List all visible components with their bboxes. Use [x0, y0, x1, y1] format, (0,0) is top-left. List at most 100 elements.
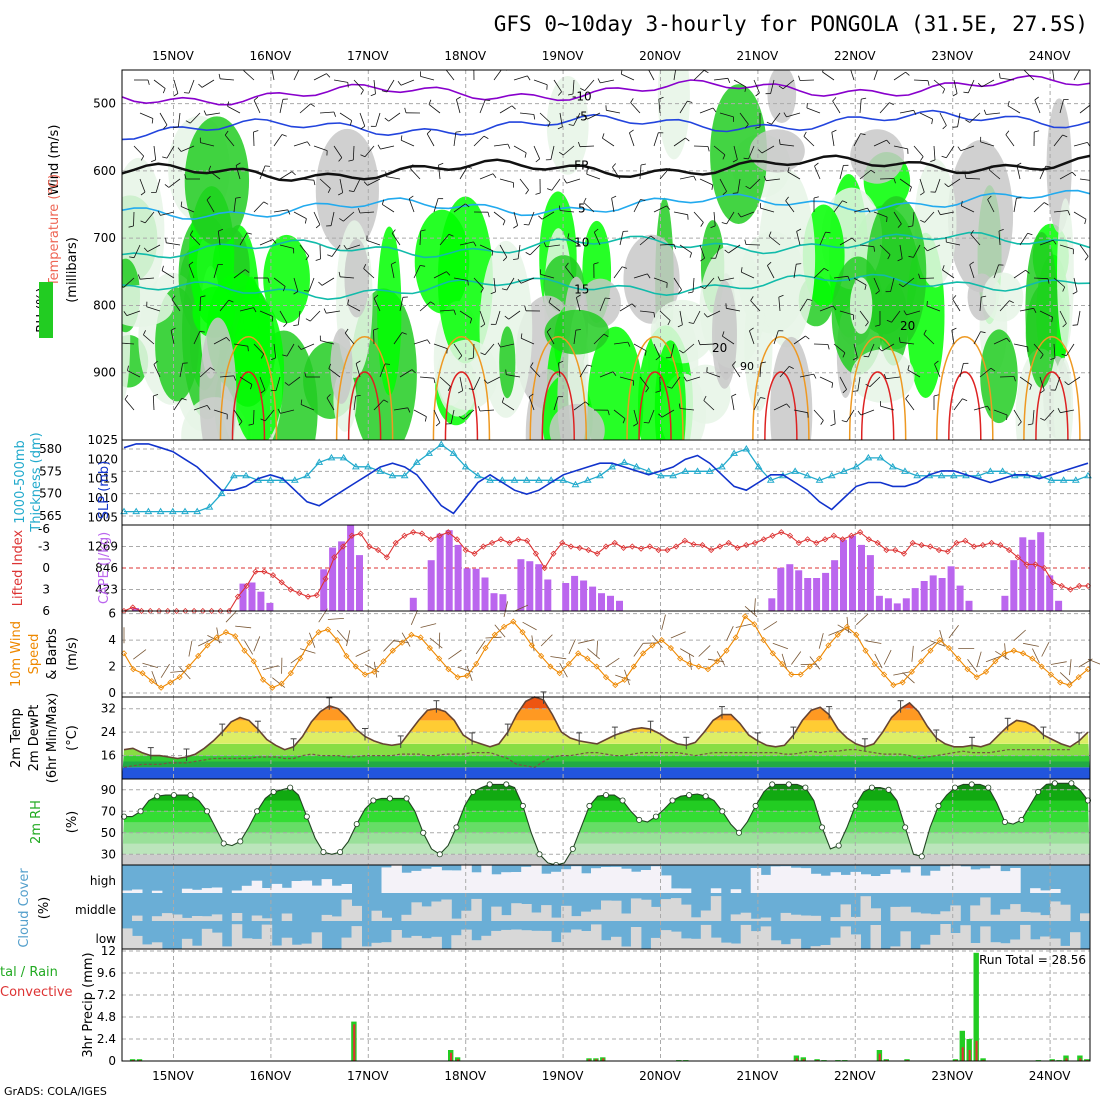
wind-barb-flag — [861, 97, 867, 100]
wind-barb — [565, 266, 575, 279]
wind-barb — [479, 99, 486, 114]
wind-barb — [273, 209, 288, 213]
li-point — [401, 532, 408, 539]
wind-barb — [433, 343, 448, 349]
rh-point — [204, 808, 211, 815]
li-point — [453, 536, 461, 543]
wind-barb — [926, 305, 941, 312]
wind-barb-flag — [264, 165, 271, 167]
wind-barb-flag — [147, 79, 150, 85]
surface-wind-barb — [791, 651, 802, 665]
cloud-cell — [441, 870, 452, 893]
wind-barb — [704, 277, 715, 289]
wind-barb-flag — [235, 162, 241, 166]
cloud-cell — [132, 915, 143, 921]
wind-barb-flag — [755, 126, 761, 129]
wind-barb — [953, 79, 958, 94]
wind-speed-point — [621, 676, 628, 683]
wind-barb — [759, 362, 762, 378]
wind-barb-flag — [480, 352, 486, 356]
cloud-cell — [890, 946, 901, 949]
li-point — [489, 539, 496, 546]
surface-wind-barb — [327, 618, 344, 620]
wind-barb — [299, 244, 310, 257]
wind-barb — [693, 310, 701, 324]
wind-barb-flag — [863, 355, 869, 358]
wind-barb — [813, 268, 825, 279]
wind-barb — [999, 376, 1015, 378]
thickness-point — [608, 462, 616, 470]
wind-barb-flag — [343, 244, 348, 250]
cloud-cell — [142, 944, 153, 949]
wind-barb-flag — [889, 102, 894, 106]
wind-barb-flag — [208, 165, 212, 171]
cloud-cell — [122, 890, 133, 893]
wind-barb-flag — [326, 394, 331, 399]
wind-barb — [147, 244, 161, 252]
wind-barb-flag — [698, 339, 701, 345]
wind-barb-flag — [400, 135, 403, 141]
surface-wind-barb — [633, 643, 644, 657]
wind-barb — [233, 198, 237, 213]
wind-barb — [171, 299, 181, 312]
surface-wind-barb — [735, 623, 752, 628]
wind-barb — [493, 211, 506, 221]
wind-barb-flag — [883, 373, 887, 379]
wind-barb — [859, 169, 872, 180]
cloud-cell — [780, 944, 792, 949]
wind-barb — [391, 233, 401, 246]
wind-barb-flag — [483, 135, 489, 139]
wind-barb-flag — [360, 89, 364, 95]
thickness-point — [644, 467, 653, 474]
wind-barb — [780, 143, 795, 147]
thickness-point — [718, 462, 726, 470]
wind-barb-flag — [886, 319, 892, 323]
cloud-cell — [740, 912, 752, 921]
wind-barb — [670, 343, 675, 358]
thickness-point — [132, 507, 141, 515]
wind-barb — [973, 405, 988, 411]
wind-barb — [199, 367, 211, 378]
wind-label-1: 10m Wind — [9, 621, 24, 687]
wind-speed-point — [185, 663, 192, 670]
cloud-cell — [660, 875, 672, 893]
wind-barb-flag — [323, 308, 327, 314]
wind-barb-flag — [923, 329, 927, 335]
thickness-point — [1047, 476, 1056, 483]
wind-barb-flag — [825, 231, 831, 234]
wind-speed-point — [287, 670, 294, 677]
wind-barb — [726, 211, 735, 225]
wind-barb-flag — [1025, 269, 1030, 274]
rh-point — [652, 813, 659, 820]
wind-barb — [499, 105, 513, 114]
wind-barb — [960, 145, 975, 152]
wind-barb-flag — [272, 239, 277, 244]
surface-wind-barb — [540, 634, 553, 647]
cloud-cell — [870, 908, 881, 921]
wind-barb — [173, 398, 183, 411]
precip-tick: 0 — [108, 1054, 116, 1068]
wind-barb — [859, 99, 862, 114]
cloud-cell — [341, 937, 352, 949]
thickness-point — [730, 449, 739, 456]
wind-barb-flag — [567, 233, 570, 239]
cape-tick: 423 — [95, 583, 118, 597]
wind-barb — [584, 79, 595, 91]
wind-barb-flag — [546, 188, 552, 191]
wind-barb — [1019, 307, 1034, 312]
li-point — [1041, 564, 1048, 572]
cloud-cell — [830, 937, 841, 949]
wind-speed-point — [1029, 655, 1036, 662]
cloud-cell — [680, 938, 692, 949]
wind-barb-flag — [583, 197, 587, 203]
cape-bar — [947, 566, 955, 611]
rh-legend-swatch — [39, 282, 53, 338]
wind-barb — [339, 112, 352, 121]
cloud-cell — [1010, 904, 1021, 921]
wind-barb-flag — [297, 345, 302, 350]
wind-barb — [732, 365, 741, 378]
bottom-date-axis: 15NOV 16NOV 17NOV 18NOV 19NOV 20NOV 21NOV 22NOV… — [152, 1069, 1071, 1083]
thickness-point — [766, 476, 775, 483]
wind-barb-flag — [426, 129, 432, 135]
wind-barb — [767, 265, 775, 279]
